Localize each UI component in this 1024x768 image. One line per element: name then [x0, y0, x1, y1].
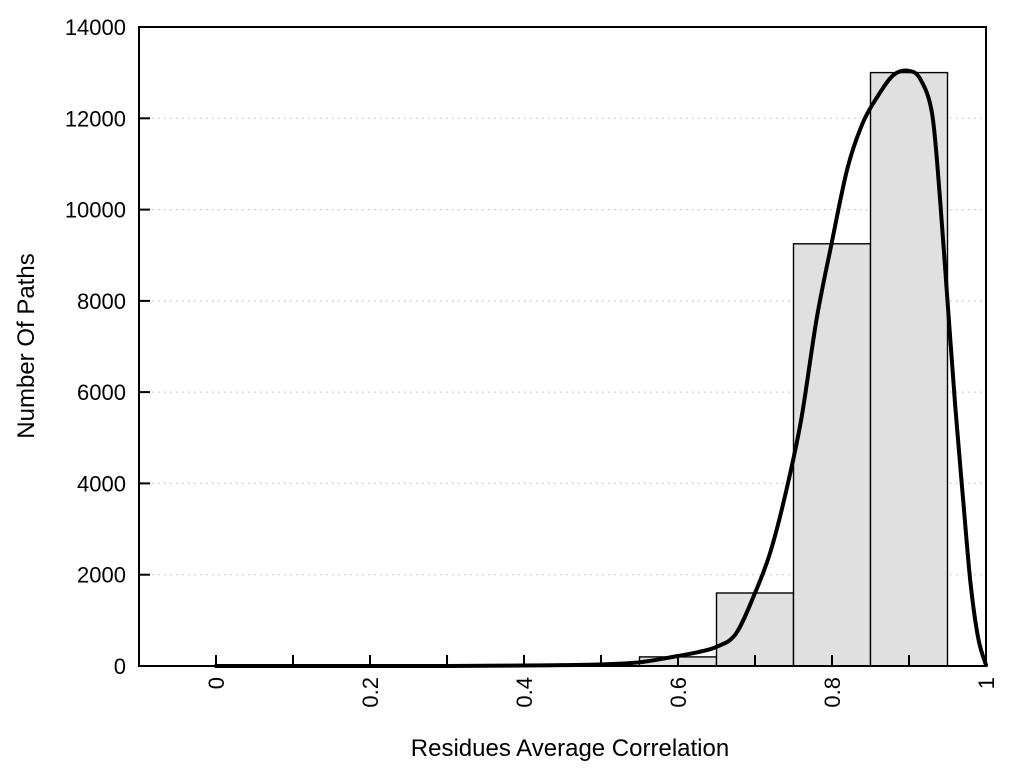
histogram-bar — [792, 243, 872, 667]
x-tick-labels: 0 0.2 0.4 0.6 0.8 1 — [204, 677, 999, 708]
plot-frame — [138, 26, 987, 667]
x-tick-label: 0.2 — [358, 677, 383, 708]
x-tick-label: 0.4 — [512, 677, 537, 708]
y-tick-label: 0 — [114, 654, 126, 679]
axis-ticks — [139, 26, 987, 667]
x-tick-label: 1 — [974, 677, 999, 689]
y-tick-label: 10000 — [65, 198, 126, 223]
x-tick-label: 0.8 — [820, 677, 845, 708]
y-tick-label: 8000 — [77, 289, 126, 314]
histogram-bars — [638, 71, 949, 667]
x-tick-label: 0 — [204, 677, 229, 689]
x-axis-title: Residues Average Correlation — [411, 735, 729, 762]
y-tick-label: 2000 — [77, 563, 126, 588]
y-tick-label: 14000 — [65, 15, 126, 40]
y-tick-labels: 0 2000 4000 6000 8000 10000 12000 14000 — [65, 15, 126, 679]
x-tick-label: 0.6 — [666, 677, 691, 708]
y-tick-label: 6000 — [77, 380, 126, 405]
y-tick-label: 12000 — [65, 106, 126, 131]
y-axis-title: Number Of Paths — [13, 253, 40, 438]
plot-frame-box — [138, 26, 987, 667]
y-tick-label: 4000 — [77, 471, 126, 496]
